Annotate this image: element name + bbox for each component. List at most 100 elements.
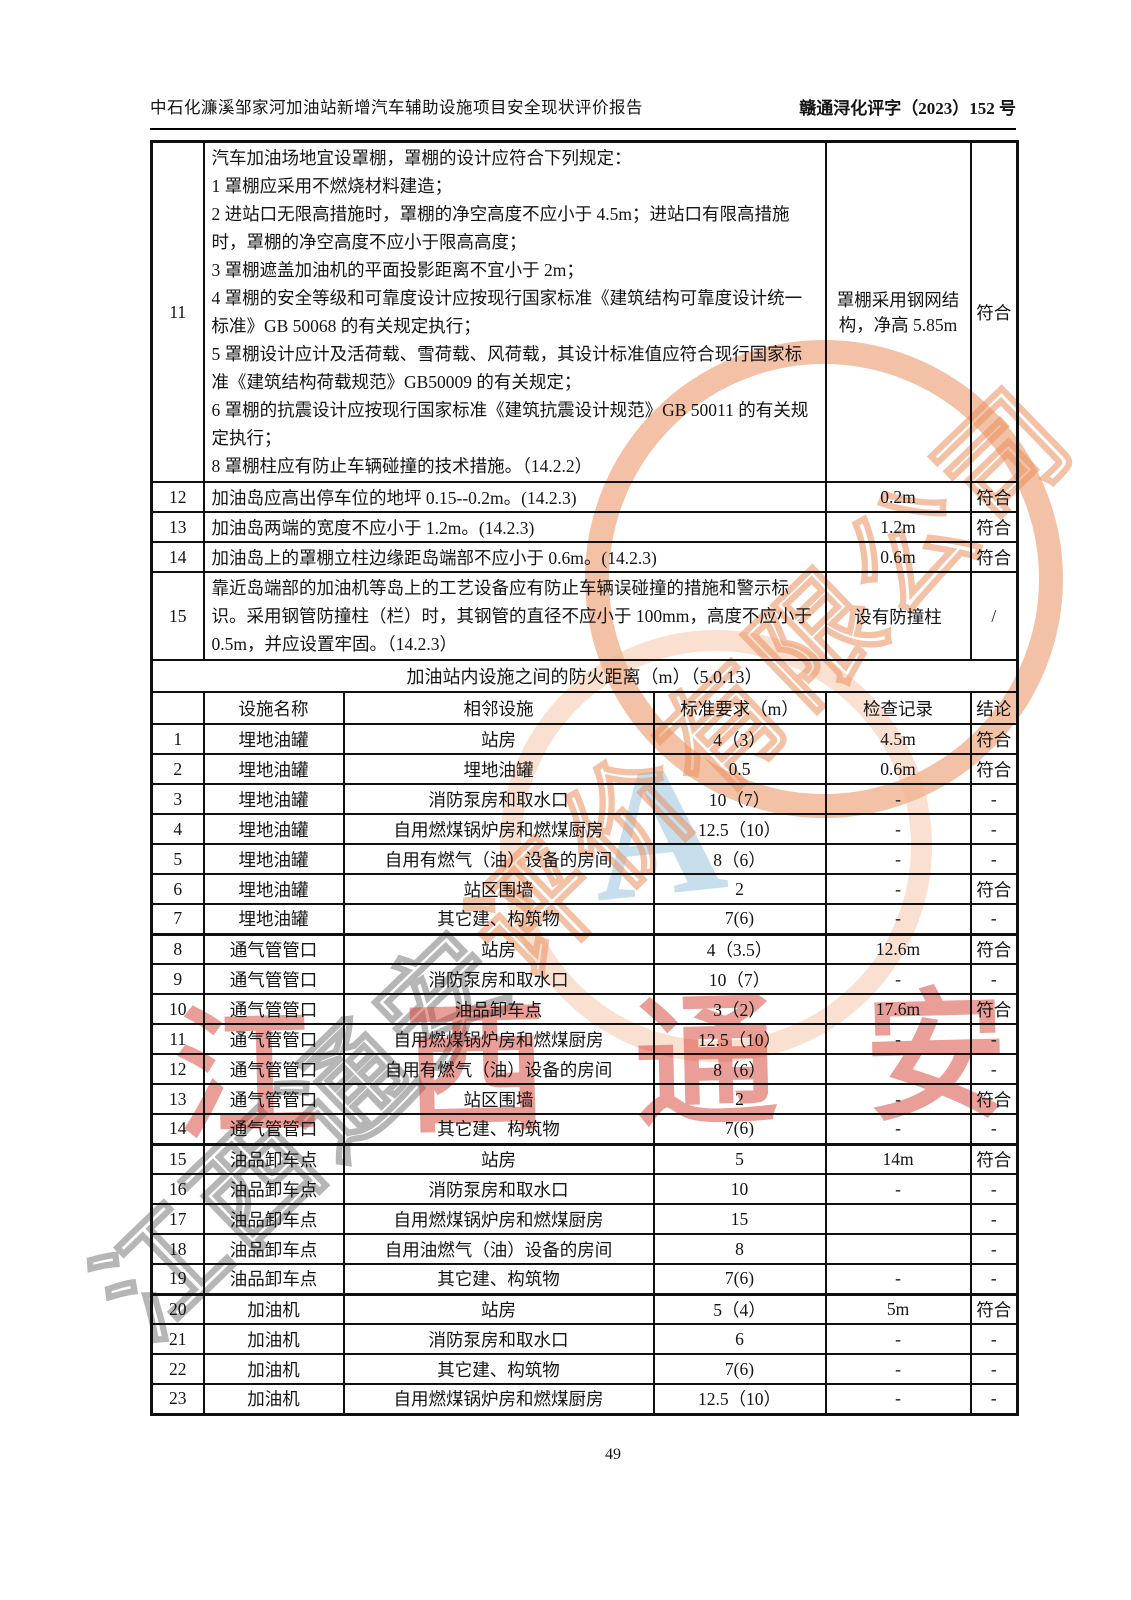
- adjacent-facility: 其它建、构筑物: [342, 903, 655, 936]
- table-row: 9 通气管管口 消防泵房和取水口 10（7） - -: [150, 963, 1019, 995]
- standard-requirement: 3（2）: [652, 993, 827, 1025]
- facility-name: 油品卸车点: [202, 1143, 345, 1175]
- table-row: 19 油品卸车点 其它建、构筑物 7(6) - -: [150, 1263, 1019, 1296]
- facility-name: 埋地油罐: [202, 783, 345, 815]
- inspection-record: 4.5m: [824, 723, 972, 755]
- header-standard-requirement: 标准要求（m）: [652, 691, 827, 725]
- conclusion: -: [969, 963, 1019, 995]
- inspection-record: -: [824, 963, 972, 995]
- inspection-record: 12.6m: [824, 933, 972, 965]
- conclusion: -: [969, 1113, 1019, 1146]
- inspection-record: -: [824, 783, 972, 815]
- facility-name: 加油机: [202, 1353, 345, 1385]
- row-number: 10: [150, 993, 205, 1025]
- conclusion: 符合: [969, 753, 1019, 785]
- facility-name: 埋地油罐: [202, 723, 345, 755]
- standard-requirement: 7(6): [652, 903, 827, 936]
- adjacent-facility: 其它建、构筑物: [342, 1353, 655, 1385]
- row-number: 14: [150, 541, 205, 573]
- standard-requirement: 10（7）: [652, 783, 827, 815]
- adjacent-facility: 站区围墙: [342, 1083, 655, 1115]
- row-number: 11: [150, 140, 205, 483]
- requirement-text: 加油岛应高出停车位的地坪 0.15--0.2m。(14.2.3): [202, 481, 827, 513]
- inspection-record: 14m: [824, 1143, 972, 1175]
- table-row: 15 靠近岛端部的加油机等岛上的工艺设备应有防止车辆误碰撞的措施和警示标识。采用…: [150, 571, 1019, 661]
- table-row: 18 油品卸车点 自用油燃气（油）设备的房间 8 -: [150, 1233, 1019, 1265]
- inspection-record: -: [824, 873, 972, 905]
- table-row: 22 加油机 其它建、构筑物 7(6) - -: [150, 1353, 1019, 1385]
- adjacent-facility: 自用有燃气（油）设备的房间: [342, 843, 655, 875]
- facility-name: 埋地油罐: [202, 753, 345, 785]
- adjacent-facility: 消防泵房和取水口: [342, 963, 655, 995]
- conclusion: -: [969, 1323, 1019, 1355]
- table-row: 4 埋地油罐 自用燃煤锅炉房和燃煤厨房 12.5（10） - -: [150, 813, 1019, 845]
- row-number: 7: [150, 903, 205, 936]
- row-number: 23: [150, 1383, 205, 1415]
- conclusion: 符合: [969, 481, 1019, 513]
- facility-name: 通气管管口: [202, 1113, 345, 1146]
- conclusion: -: [969, 1023, 1019, 1055]
- facility-name: 通气管管口: [202, 933, 345, 965]
- row-number: 12: [150, 481, 205, 513]
- conclusion: 符合: [969, 140, 1019, 483]
- row-number: 6: [150, 873, 205, 905]
- standard-requirement: 12.5（10）: [652, 1383, 827, 1415]
- inspection-record: [824, 1233, 972, 1265]
- table-row: 5 埋地油罐 自用有燃气（油）设备的房间 8（6） - -: [150, 843, 1019, 875]
- standard-requirement: 10（7）: [652, 963, 827, 995]
- facility-name: 油品卸车点: [202, 1173, 345, 1205]
- table-row: 12 加油岛应高出停车位的地坪 0.15--0.2m。(14.2.3) 0.2m…: [150, 481, 1019, 513]
- inspection-record: -: [824, 843, 972, 875]
- header-blank: [150, 691, 205, 725]
- table-row: 8 通气管管口 站房 4（3.5） 12.6m 符合: [150, 933, 1019, 965]
- facility-name: 埋地油罐: [202, 813, 345, 845]
- standard-requirement: 15: [652, 1203, 827, 1235]
- header-inspection-record: 检查记录: [824, 691, 972, 725]
- conclusion: 符合: [969, 541, 1019, 573]
- inspection-record: 5m: [824, 1293, 972, 1325]
- inspection-record: 17.6m: [824, 993, 972, 1025]
- section-title: 加油站内设施之间的防火距离（m）（5.0.13）: [150, 659, 1019, 693]
- table-row: 3 埋地油罐 消防泵房和取水口 10（7） - -: [150, 783, 1019, 815]
- conclusion: -: [969, 1353, 1019, 1385]
- facility-name: 加油机: [202, 1293, 345, 1325]
- row-number: 8: [150, 933, 205, 965]
- facility-name: 埋地油罐: [202, 873, 345, 905]
- facility-name: 油品卸车点: [202, 1233, 345, 1265]
- conclusion: -: [969, 783, 1019, 815]
- standard-requirement: 7(6): [652, 1113, 827, 1146]
- table-row: 16 油品卸车点 消防泵房和取水口 10- -: [150, 1173, 1019, 1205]
- row-number: 15: [150, 1143, 205, 1175]
- conclusion: 符合: [969, 511, 1019, 543]
- row-number: 20: [150, 1293, 205, 1325]
- requirement-text: 加油岛两端的宽度不应小于 1.2m。(14.2.3): [202, 511, 827, 543]
- table-row: 12 通气管管口 自用有燃气（油）设备的房间 8（6） -: [150, 1053, 1019, 1085]
- inspection-record: -: [824, 1323, 972, 1355]
- standard-requirement: 10: [652, 1173, 827, 1205]
- conclusion: 符合: [969, 873, 1019, 905]
- inspection-record: 0.6m: [824, 541, 972, 573]
- adjacent-facility: 消防泵房和取水口: [342, 1323, 655, 1355]
- row-number: 15: [150, 571, 205, 661]
- requirement-text: 靠近岛端部的加油机等岛上的工艺设备应有防止车辆误碰撞的措施和警示标识。采用钢管防…: [202, 571, 827, 661]
- header-adjacent-facility: 相邻设施: [342, 691, 655, 725]
- row-number: 13: [150, 511, 205, 543]
- facility-name: 油品卸车点: [202, 1263, 345, 1296]
- facility-name: 通气管管口: [202, 1053, 345, 1085]
- row-number: 13: [150, 1083, 205, 1115]
- section-title-row: 加油站内设施之间的防火距离（m）（5.0.13）: [150, 659, 1019, 693]
- header-facility-name: 设施名称: [202, 691, 345, 725]
- standard-requirement: 8: [652, 1233, 827, 1265]
- table-row: 17 油品卸车点 自用燃煤锅炉房和燃煤厨房 15 -: [150, 1203, 1019, 1235]
- row-number: 5: [150, 843, 205, 875]
- standard-requirement: 12.5（10）: [652, 813, 827, 845]
- adjacent-facility: 自用燃煤锅炉房和燃煤厨房: [342, 1203, 655, 1235]
- conclusion: 符合: [969, 1143, 1019, 1175]
- requirement-text: 汽车加油场地宜设罩棚，罩棚的设计应符合下列规定： 1 罩棚应采用不燃烧材料建造；…: [202, 140, 827, 483]
- standard-requirement: 12.5（10）: [652, 1023, 827, 1055]
- conclusion: -: [969, 843, 1019, 875]
- adjacent-facility: 自用有燃气（油）设备的房间: [342, 1053, 655, 1085]
- conclusion: -: [969, 813, 1019, 845]
- row-number: 14: [150, 1113, 205, 1146]
- table-row: 11 汽车加油场地宜设罩棚，罩棚的设计应符合下列规定： 1 罩棚应采用不燃烧材料…: [150, 140, 1019, 483]
